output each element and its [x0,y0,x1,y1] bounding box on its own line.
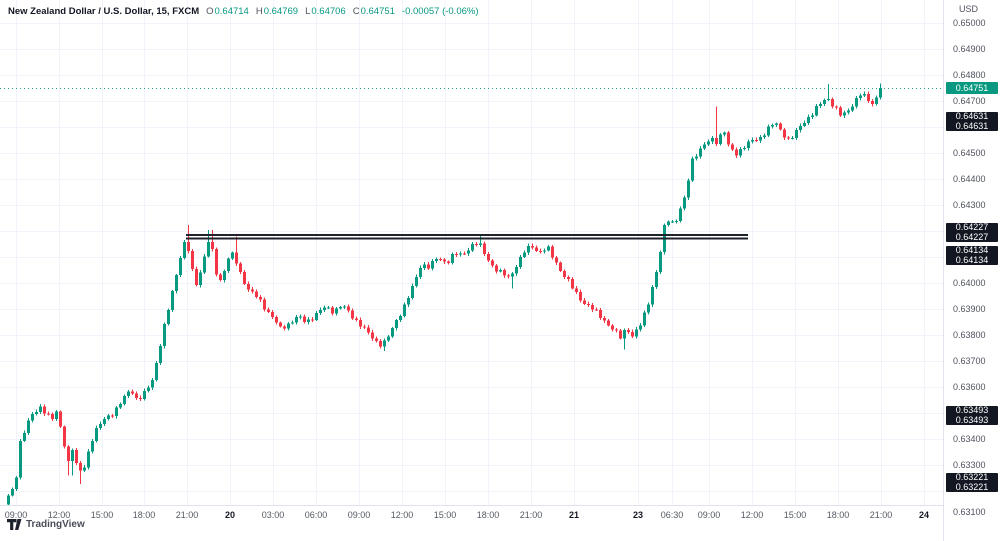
time-tick-date: 23 [632,510,644,520]
price-tick-label: 0.64300 [953,199,986,210]
time-tick-label: 09:00 [697,510,721,520]
time-tick-date: 21 [568,510,580,520]
time-tick-date: 24 [918,510,930,520]
price-level-value: 0.64134 [955,245,989,255]
price-level-value: 0.63493 [955,414,989,425]
time-tick-label: 12:00 [47,510,71,520]
price-level-badge: 0.63493 0.63493 [946,405,998,425]
time-tick-label: 21:00 [869,510,893,520]
price-tick-label: 0.64900 [953,43,986,54]
time-tick-label: 21:00 [175,510,199,520]
time-tick-label: 18:00 [132,510,156,520]
time-tick-label: 12:00 [390,510,414,520]
time-tick-label: 12:00 [740,510,764,520]
candlestick-chart[interactable] [0,0,943,505]
chart-legend: New Zealand Dollar / U.S. Dollar, 15, FX… [8,4,479,18]
price-tick-label: 0.64400 [953,173,986,184]
ohlc-high: H 0.64769 [256,6,298,17]
price-level-value: 0.63493 [955,405,989,415]
price-tick-label: 0.65000 [953,17,986,28]
price-tick-label: 0.64800 [953,69,986,80]
time-tick-label: 15:00 [783,510,807,520]
axis-currency-label: USD [959,4,979,14]
change-value: -0.00057 (-0.06%) [401,5,479,17]
price-level-badge: 0.63221 0.63221 [946,472,998,492]
open-value: 0.64714 [214,5,249,17]
low-label: L [305,5,311,17]
time-tick-label: 18:00 [476,510,500,520]
open-label: O [206,5,214,17]
ohlc-open: O 0.64714 [206,6,249,17]
symbol-title[interactable]: New Zealand Dollar / U.S. Dollar, 15, FX… [8,5,200,17]
time-tick-label: 09:00 [4,510,28,520]
high-label: H [255,5,263,17]
price-tick-label: 0.63900 [953,303,986,314]
time-tick-label: 09:00 [347,510,371,520]
price-level-badge: 0.64227 0.64227 [946,222,998,242]
price-tick-label: 0.63700 [953,355,986,366]
price-tick-label: 0.63600 [953,381,986,392]
ohlc-low: L 0.64706 [305,6,346,17]
price-level-value: 0.64227 [955,222,989,232]
tradingview-logo-text: TradingView [26,519,85,530]
price-level-value: 0.64227 [955,231,989,242]
price-axis[interactable]: USD 0.65000 0.64900 0.64800 0.64700 0.64500 0… [943,0,1000,541]
time-tick-label: 21:00 [519,510,543,520]
tradingview-logo[interactable]: TradingView [7,519,85,530]
price-level-value: 0.63221 [955,472,989,482]
price-tick-label: 0.64500 [953,147,986,158]
time-tick-label: 06:00 [304,510,328,520]
tradingview-logo-icon [7,519,22,530]
time-tick-date: 20 [224,510,236,520]
ohlc-close: C 0.64751 [353,6,395,17]
close-value: 0.64751 [360,5,395,17]
price-level-value: 0.63221 [955,481,989,492]
chart-pane[interactable]: New Zealand Dollar / U.S. Dollar, 15, FX… [0,0,943,505]
time-tick-label: 03:00 [261,510,285,520]
close-label: C [352,5,360,17]
low-value: 0.64706 [311,5,346,17]
current-price-badge: 0.64751 [946,82,998,94]
time-tick-label: 06:30 [660,510,684,520]
price-tick-label: 0.63800 [953,329,986,340]
time-axis[interactable]: 09:00 12:00 15:00 18:00 21:00 20 03:00 06:00 09:… [0,505,943,541]
price-tick-label: 0.64700 [953,95,986,106]
price-level-value: 0.64134 [955,254,989,265]
time-tick-label: 15:00 [433,510,457,520]
price-tick-label: 0.64000 [953,277,986,288]
price-level-value: 0.64631 [955,111,989,121]
time-tick-label: 18:00 [826,510,850,520]
high-value: 0.64769 [263,5,299,17]
price-level-badge: 0.64134 0.64134 [946,245,998,265]
price-tick-label: 0.63100 [953,506,986,517]
time-tick-label: 15:00 [90,510,114,520]
price-level-value: 0.64631 [955,120,989,131]
price-level-badge: 0.64631 0.64631 [946,111,998,131]
price-tick-label: 0.63300 [953,459,986,470]
price-tick-label: 0.63400 [953,433,986,444]
